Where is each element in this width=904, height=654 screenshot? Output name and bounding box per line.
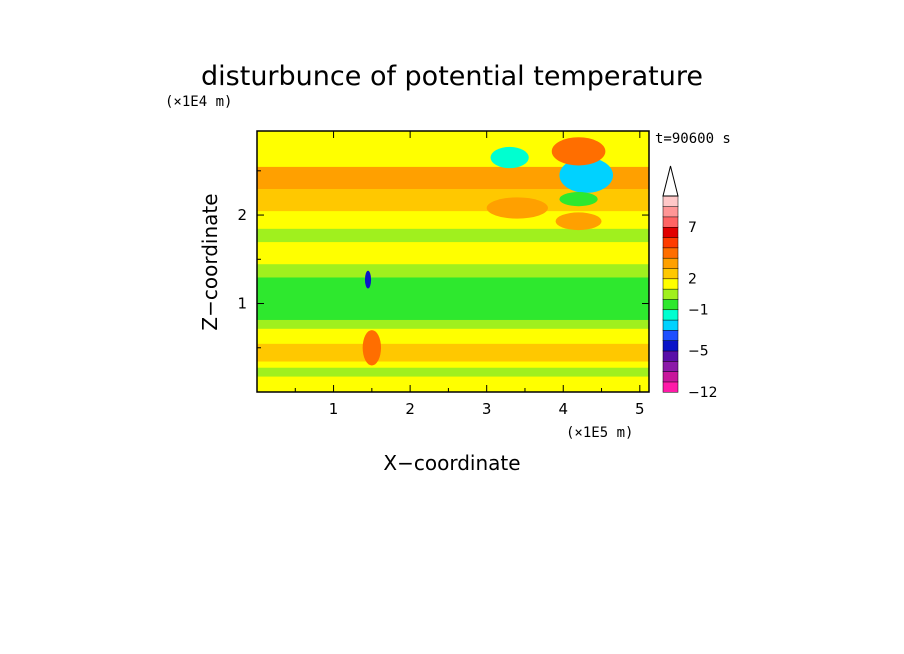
colorbar-swatch [662, 226, 679, 238]
colorbar-swatch [662, 195, 679, 207]
colorbar-swatch [662, 267, 679, 280]
colorbar-swatch [662, 329, 679, 341]
contour-feature [362, 330, 382, 366]
colorbar-swatch [662, 298, 679, 311]
time-label: t=90600 s [655, 131, 731, 147]
colorbar-swatch [662, 288, 679, 300]
x-tick-label: 4 [558, 400, 568, 418]
colorbar-tick-label: −1 [688, 302, 709, 318]
colorbar-swatch [662, 309, 679, 321]
colorbar-swatch [662, 206, 679, 218]
contour-feature [555, 212, 602, 231]
colorbar-swatch [662, 319, 679, 331]
contour-band [257, 210, 649, 229]
contour-band [257, 343, 649, 362]
colorbar-tick-label: 2 [688, 272, 697, 288]
colorbar-swatch [662, 381, 679, 393]
contour-band [257, 166, 649, 190]
x-axis-title: X−coordinate [383, 451, 520, 475]
contour-feature [490, 146, 529, 169]
y-scale-label: (×1E4 m) [165, 94, 232, 110]
y-tick-label: 1 [237, 295, 247, 313]
colorbar-swatch [662, 278, 679, 290]
contour-band [257, 276, 649, 306]
colorbar-tick-label: 7 [688, 220, 697, 236]
contour-band [257, 263, 649, 278]
colorbar-swatch [662, 257, 679, 269]
contour-band [257, 305, 649, 320]
x-tick-label: 5 [635, 400, 645, 418]
colorbar-swatch [662, 237, 679, 249]
contour-band [257, 241, 649, 265]
plot-frame [256, 130, 650, 393]
contour-band [257, 319, 649, 329]
contour-feature [486, 197, 548, 219]
colorbar-swatch [662, 340, 679, 352]
colorbar-swatch [662, 371, 679, 383]
x-scale-label: (×1E5 m) [566, 425, 633, 441]
contour-band [257, 328, 649, 344]
contour-band [257, 376, 649, 392]
colorbar-tick-label: −12 [688, 385, 718, 401]
y-axis: 12 [237, 170, 649, 349]
contour-feature [559, 157, 614, 193]
chart-title: disturbunce of potential temperature [201, 61, 703, 92]
colorbar-swatch [662, 247, 679, 259]
colorbar-swatch [662, 216, 679, 228]
colorbar-extend-arrow [662, 165, 679, 197]
colorbar-swatch [662, 350, 679, 362]
contour-band [257, 228, 649, 243]
contour-band [257, 361, 649, 368]
contour-band [257, 367, 649, 377]
contour-feature [559, 192, 598, 207]
x-axis: 1 2 3 4 5 [294, 131, 645, 418]
contour-band [257, 188, 649, 212]
x-tick-label: 1 [329, 400, 339, 418]
contour-field [257, 131, 649, 392]
y-tick-label: 2 [237, 206, 247, 224]
x-tick-label: 2 [405, 400, 415, 418]
colorbar: −12−5−127 [662, 165, 718, 401]
colorbar-tick-label: −5 [688, 344, 709, 360]
x-tick-label: 3 [482, 400, 492, 418]
y-axis-title: Z−coordinate [198, 193, 222, 330]
colorbar-swatch [662, 360, 679, 372]
contour-feature [364, 270, 372, 289]
contour-feature [551, 137, 606, 166]
